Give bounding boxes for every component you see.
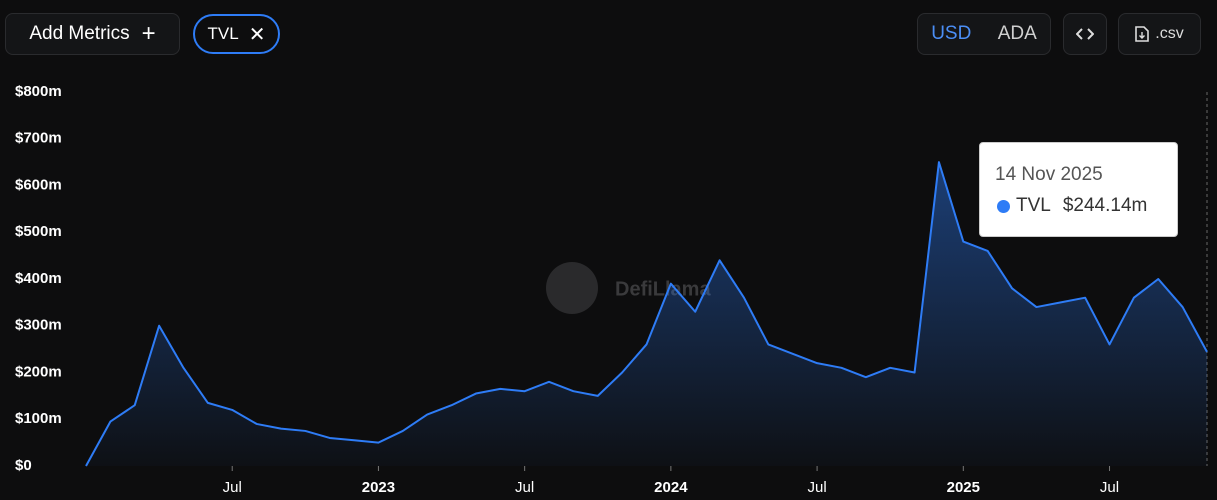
- watermark: DefiLlama: [615, 278, 711, 300]
- currency-option[interactable]: USD: [931, 23, 972, 44]
- embed-button[interactable]: [1063, 13, 1107, 55]
- metric-chip[interactable]: TVL ✕: [193, 14, 280, 54]
- x-tick-label: 2023: [362, 479, 395, 496]
- y-tick-label: $700m: [15, 130, 62, 147]
- x-tick-label: 2025: [947, 479, 980, 496]
- y-tick-label: $400m: [15, 270, 62, 287]
- add-metrics-button[interactable]: Add Metrics +: [5, 13, 180, 55]
- watermark-logo: [546, 262, 598, 314]
- button-label: .csv: [1155, 25, 1184, 42]
- csv-button[interactable]: .csv: [1118, 13, 1201, 55]
- code-icon: [1076, 28, 1094, 40]
- button-label: Add Metrics: [29, 23, 130, 44]
- currency-option[interactable]: ADA: [997, 23, 1037, 44]
- y-tick-label: $500m: [15, 223, 62, 240]
- tooltip-value: $244.14m: [1062, 195, 1148, 216]
- file-icon: [1135, 26, 1150, 42]
- x-tick-label: Jul: [807, 479, 826, 496]
- x-tick-label: Jul: [1100, 479, 1119, 496]
- y-tick-label: $100m: [15, 410, 62, 427]
- y-tick-label: $200m: [15, 363, 62, 380]
- y-tick-label: $600m: [15, 176, 62, 193]
- x-tick-label: 2024: [654, 479, 688, 496]
- y-tick-label: $800m: [15, 83, 62, 100]
- tooltip-series: TVL: [1016, 195, 1051, 216]
- y-tick-label: $0: [15, 457, 32, 474]
- currency-toggle: USD ADA: [917, 13, 1051, 55]
- y-tick-label: $300m: [15, 317, 62, 334]
- tooltip-dot: [997, 199, 1010, 213]
- close-icon[interactable]: ✕: [248, 23, 266, 46]
- tooltip: 14 Nov 2025 TVL $244.14m: [979, 142, 1178, 237]
- x-tick-label: Jul: [515, 479, 534, 496]
- tooltip-date: 14 Nov 2025: [995, 164, 1103, 185]
- x-tick-label: Jul: [223, 479, 242, 496]
- plus-icon: +: [141, 20, 156, 47]
- chip-label: TVL: [207, 24, 239, 43]
- tooltip-row: TVL $244.14m: [997, 195, 1147, 217]
